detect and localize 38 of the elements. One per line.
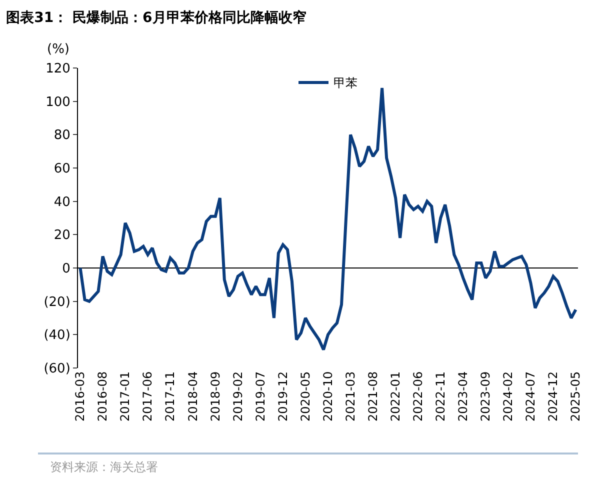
x-tick-label: 2020-10 <box>320 371 335 422</box>
y-tick-label: (40) <box>44 328 70 344</box>
y-tick-label: 80 <box>54 128 70 144</box>
x-tick-label: 2018-04 <box>186 371 200 422</box>
y-tick-label: (60) <box>44 362 70 377</box>
x-tick-label: 2022-01 <box>388 371 402 422</box>
y-tick-label: 120 <box>46 62 70 77</box>
text: 资料来源：海关总署 <box>50 460 158 474</box>
y-tick-label: 0 <box>62 262 70 277</box>
chart-title: 图表31： 民爆制品：6月甲苯价格同比降幅收窄 <box>6 8 306 26</box>
x-tick-label: 2017-01 <box>118 371 132 422</box>
x-tick-label: 2018-09 <box>208 371 222 422</box>
x-tick-label: 2021-03 <box>343 371 358 422</box>
x-tick-label: 2020-05 <box>298 371 312 422</box>
y-tick-label: 100 <box>46 94 70 110</box>
y-tick-label: 60 <box>54 162 70 177</box>
x-tick-label: 2017-06 <box>140 371 155 422</box>
x-tick-label: 2019-12 <box>276 371 290 422</box>
y-axis-title: (%) <box>47 42 70 57</box>
x-tick-label: 2023-04 <box>456 371 470 422</box>
y-tick-label: 40 <box>54 194 70 210</box>
line-series <box>78 86 578 352</box>
x-tick-label: 2019-02 <box>230 371 245 422</box>
x-tick-label: 2017-11 <box>163 371 178 422</box>
x-tick-label: 2024-07 <box>524 371 538 422</box>
x-tick-label: 2022-11 <box>434 371 448 422</box>
x-tick-label: 2021-08 <box>366 371 380 422</box>
y-tick-label: 20 <box>54 228 70 244</box>
x-tick-label: 2016-08 <box>96 371 110 422</box>
x-tick-label: 2022-06 <box>410 371 425 422</box>
x-tick-label: 2023-09 <box>478 371 493 422</box>
x-tick-label: 2019-07 <box>253 371 268 422</box>
x-tick-label: 2025-05 <box>568 371 583 422</box>
legend-label: 甲苯 <box>334 76 358 90</box>
x-tick-label: 2024-12 <box>546 371 560 422</box>
x-tick-label: 2016-03 <box>73 371 88 422</box>
x-tick-label: 2024-02 <box>501 371 516 422</box>
y-tick-label: (20) <box>44 294 70 310</box>
